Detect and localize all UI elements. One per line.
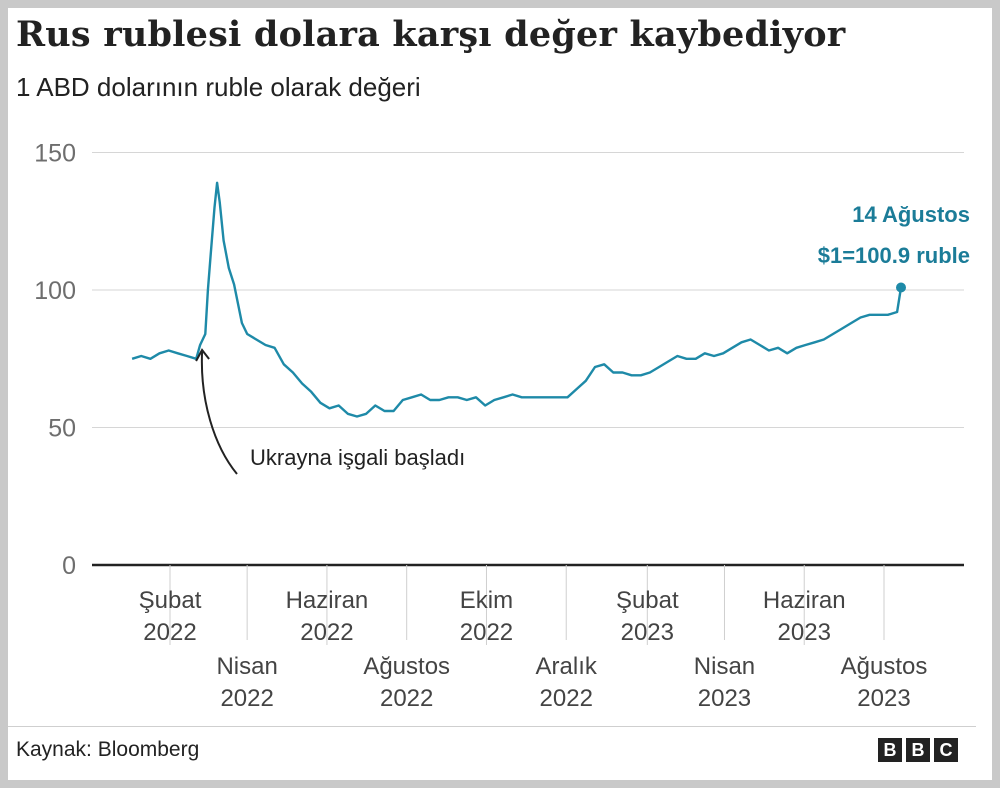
logo-letter: B <box>906 738 930 762</box>
bbc-logo: B B C <box>878 738 958 762</box>
y-tick-label: 100 <box>34 277 76 305</box>
invasion-arrowhead <box>195 348 210 362</box>
y-tick-label: 150 <box>34 140 76 168</box>
x-tick-year: 2022 <box>460 619 513 646</box>
x-tick-label: Ağustos <box>841 653 928 680</box>
x-tick-label: Nisan <box>694 653 755 680</box>
invasion-annotation: Ukrayna işgali başladı <box>250 445 465 470</box>
footer-divider <box>8 726 976 727</box>
x-tick-year: 2022 <box>143 619 196 646</box>
end-annotation-date: 14 Ağustos <box>852 202 970 227</box>
x-tick-label: Haziran <box>763 587 846 614</box>
source-note: Kaynak: Bloomberg <box>16 738 200 761</box>
chart-title: Rus rublesi dolara karşı değer kaybediyo… <box>16 14 846 55</box>
x-tick-label: Nisan <box>216 653 277 680</box>
x-tick-label: Ağustos <box>363 653 450 680</box>
x-tick-label: Ekim <box>460 587 513 614</box>
end-point-marker <box>896 282 906 293</box>
x-tick-label: Şubat <box>139 587 202 614</box>
x-tick-year: 2023 <box>778 619 831 646</box>
x-tick-year: 2022 <box>380 685 433 712</box>
chart-card <box>8 8 992 780</box>
x-axis-ticks: Şubat 2022 Nisan 2022 Haziran 2022 Ağustos 2022… <box>139 565 928 712</box>
y-tick-label: 0 <box>62 552 76 580</box>
logo-letter: B <box>878 738 902 762</box>
x-tick-year: 2022 <box>300 619 353 646</box>
logo-letter: C <box>934 738 958 762</box>
y-tick-label: 50 <box>48 415 76 443</box>
x-tick-label: Aralık <box>536 653 598 680</box>
invasion-arrow <box>200 351 238 475</box>
x-tick-year: 2022 <box>540 685 593 712</box>
x-tick-year: 2022 <box>220 685 273 712</box>
y-axis-ticks: 0 50 100 150 <box>34 140 76 581</box>
x-tick-label: Haziran <box>286 587 369 614</box>
chart-subtitle: 1 ABD dolarının ruble olarak değeri <box>16 72 421 102</box>
x-tick-year: 2023 <box>857 685 910 712</box>
x-tick-year: 2023 <box>621 619 674 646</box>
end-annotation-value: $1=100.9 ruble <box>818 243 970 268</box>
gridlines <box>92 152 964 567</box>
x-tick-year: 2023 <box>698 685 751 712</box>
x-tick-label: Şubat <box>616 587 679 614</box>
series-line-usd-rub <box>131 181 903 418</box>
